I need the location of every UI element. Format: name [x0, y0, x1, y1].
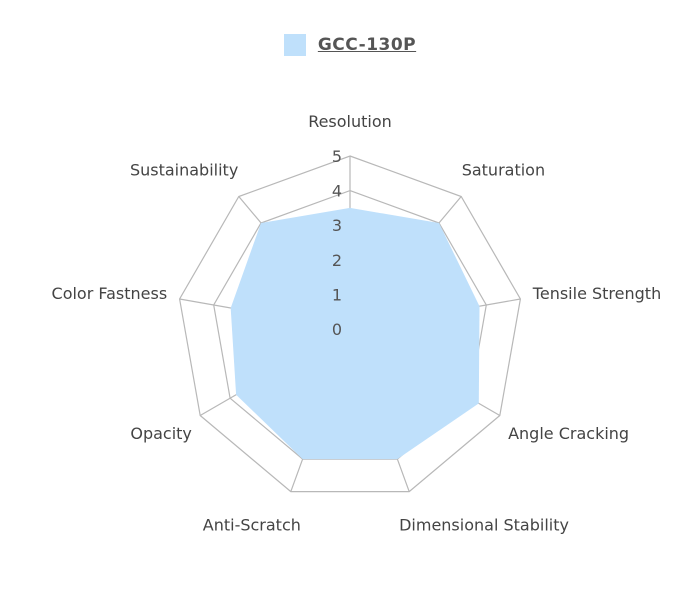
- tick-label: 2: [332, 251, 342, 270]
- series-polygon: [230, 207, 480, 460]
- legend-swatch: [283, 34, 306, 56]
- legend: GCC-130P: [0, 33, 700, 57]
- axis-label: Anti-Scratch: [203, 516, 301, 535]
- axis-label: Resolution: [308, 112, 392, 131]
- grid-ring-5: [178, 155, 522, 493]
- axis-label: Opacity: [130, 424, 192, 443]
- legend-label[interactable]: GCC-130P: [317, 35, 417, 55]
- tick-label: 0: [332, 320, 342, 339]
- tick-label: 3: [332, 216, 342, 235]
- tick-layer: 0 1 2 3 4 5: [332, 147, 342, 339]
- axis-label: Sustainability: [130, 161, 238, 180]
- axis-label: Tensile Strength: [532, 284, 661, 303]
- axis-label: Color Fastness: [52, 284, 168, 303]
- axis-label: Dimensional Stability: [399, 516, 569, 535]
- label-layer: Resolution Saturation Tensile Strength Angl…: [52, 112, 662, 535]
- series-layer: [230, 207, 480, 460]
- tick-label: 5: [332, 147, 342, 166]
- tick-label: 1: [332, 285, 342, 304]
- tick-label: 4: [332, 182, 342, 201]
- axis-label: Angle Cracking: [508, 424, 629, 443]
- axis-label: Saturation: [462, 161, 545, 180]
